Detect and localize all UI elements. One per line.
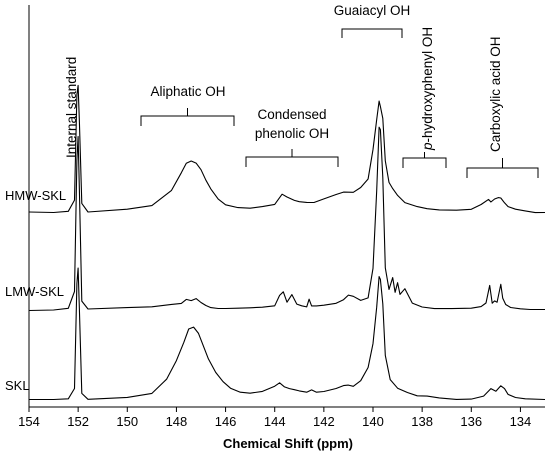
spectra-group — [28, 84, 546, 401]
x-tick-label: 148 — [166, 414, 188, 429]
series-label-hmw-skl: HMW-SKL — [5, 188, 66, 203]
x-tick-label: 146 — [215, 414, 237, 429]
x-tick-label: 136 — [460, 414, 482, 429]
annotation-guaiacyl-oh: Guaiacyl OH — [334, 3, 411, 18]
bracket-p-hydroxyphenyl-oh — [402, 152, 447, 168]
series-label-skl: SKL — [5, 378, 30, 393]
x-tick-label: 134 — [510, 414, 532, 429]
annotation-p-rest: -hydroxyphenyl OH — [420, 27, 435, 143]
x-tick-label: 152 — [67, 414, 89, 429]
annotation-condensed-line2: phenolic OH — [255, 126, 329, 141]
annotation-condensed-line1: Condensed — [257, 107, 326, 122]
x-axis-ticks: 154 152 150 148 146 144 142 140 138 136 134 — [18, 407, 531, 429]
annotation-internal-standard: Internal standard — [64, 57, 79, 158]
bracket-guaiacyl-oh — [341, 28, 403, 38]
annotation-p-hydroxyphenyl-oh: p-hydroxyphenyl OH — [420, 27, 435, 151]
x-tick-label: 140 — [362, 414, 384, 429]
bracket-condensed-phenolic-oh — [245, 149, 339, 167]
x-axis-title: Chemical Shift (ppm) — [223, 436, 353, 451]
x-tick-label: 150 — [116, 414, 138, 429]
x-tick-label: 144 — [264, 414, 286, 429]
x-tick-label: 138 — [411, 414, 433, 429]
annotation-p-prefix: p — [420, 142, 435, 151]
x-tick-label: 154 — [18, 414, 40, 429]
spectrum-line-skl — [29, 267, 546, 401]
annotation-carboxylic-acid-oh: Carboxylic acid OH — [488, 36, 503, 152]
annotation-aliphatic-oh: Aliphatic OH — [150, 84, 225, 99]
x-tick-label: 142 — [313, 414, 335, 429]
spectrum-line-lmw-skl — [28, 126, 545, 312]
series-label-lmw-skl: LMW-SKL — [5, 284, 64, 299]
bracket-carboxylic-acid-oh — [466, 158, 539, 178]
spectrum-line-hmw-skl — [28, 84, 546, 214]
bracket-aliphatic-oh — [140, 108, 235, 126]
